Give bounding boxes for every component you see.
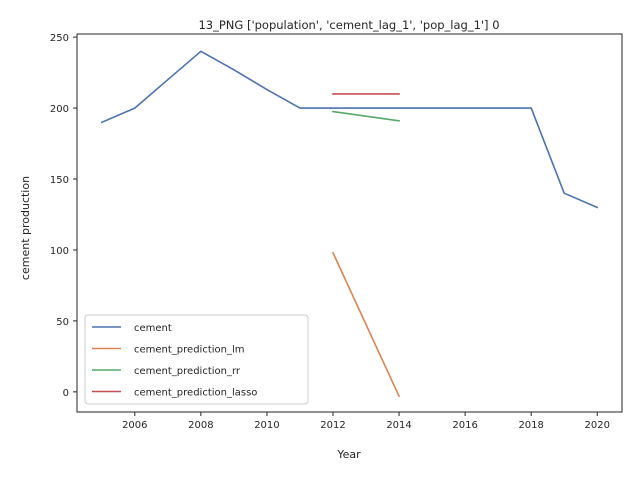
x-axis-label: Year — [336, 448, 361, 461]
x-tick-label: 2006 — [122, 420, 147, 431]
x-tick-label: 2010 — [254, 420, 279, 431]
series-lines — [100, 50, 599, 398]
x-tick-label: 2008 — [188, 420, 213, 431]
x-axis: 2006 2008 2010 2012 2014 2016 2018 2020 — [122, 412, 610, 431]
legend-label: cement — [134, 323, 172, 334]
x-tick-label: 2018 — [518, 420, 543, 431]
x-tick-label: 2014 — [386, 420, 411, 431]
y-tick-label: 150 — [50, 175, 69, 186]
y-tick-label: 250 — [50, 33, 69, 44]
y-tick-label: 200 — [50, 104, 69, 115]
legend-items: cement cement_prediction_lm cement_predict… — [92, 323, 257, 399]
x-tick-label: 2012 — [320, 420, 345, 431]
y-axis: 0 50 100 150 200 250 — [50, 33, 77, 399]
chart-title: 13_PNG ['population', 'cement_lag_1', 'p… — [198, 18, 499, 32]
legend-label: cement_prediction_rr — [134, 366, 241, 377]
y-tick-label: 0 — [63, 388, 69, 399]
legend-label: cement_prediction_lm — [134, 345, 245, 356]
series-line-cement-prediction-lm — [331, 251, 401, 398]
y-tick-label: 100 — [50, 246, 69, 257]
y-tick-label: 50 — [56, 317, 69, 328]
y-axis-label: cement production — [19, 176, 32, 280]
legend-label: cement_prediction_lasso — [134, 388, 257, 399]
legend: cement cement_prediction_lm cement_predict… — [84, 314, 309, 405]
legend-box — [84, 314, 309, 405]
series-line-cement-prediction-rr — [332, 110, 400, 122]
x-tick-label: 2016 — [452, 420, 477, 431]
x-tick-label: 2020 — [585, 420, 610, 431]
series-line-cement — [100, 50, 599, 209]
